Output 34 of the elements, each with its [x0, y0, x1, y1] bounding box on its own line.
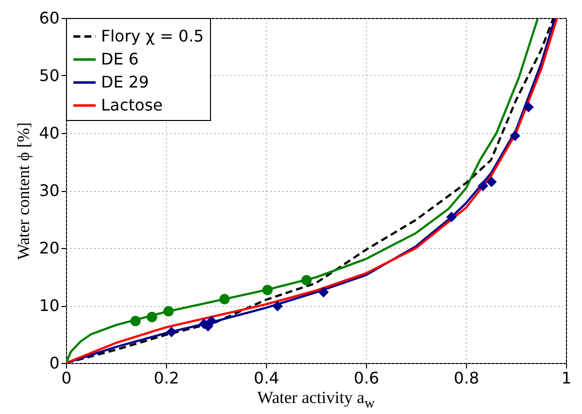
point: [206, 316, 217, 326]
y-tick-label: 0: [49, 354, 60, 372]
point: [272, 300, 283, 312]
x-tick-label: 0.6: [354, 368, 380, 388]
x-tick-label: 0.2: [154, 368, 180, 388]
point: [486, 176, 497, 188]
y-tick-label: 50: [39, 66, 60, 85]
y-tick-label: 20: [39, 238, 60, 258]
x-tick-label: 0.8: [454, 368, 480, 388]
y-axis-title: Water content ϕ [%]: [14, 122, 34, 260]
legend-label: DE 6: [101, 50, 139, 68]
y-tick-label: 10: [39, 296, 60, 315]
y-tick-label: 30: [39, 181, 60, 200]
legend-label: Flory χ = 0.5: [101, 26, 204, 46]
y-tick-label: 40: [39, 124, 60, 142]
point: [163, 306, 174, 316]
x-tick-label: 0.4: [254, 368, 280, 388]
point: [166, 326, 177, 338]
x-tick-label: 0: [61, 368, 72, 388]
point: [146, 312, 158, 322]
x-tick-label: 1: [561, 368, 572, 388]
point: [523, 102, 534, 112]
point: [478, 180, 488, 192]
point: [318, 287, 329, 298]
y-tick-label: 60: [39, 8, 60, 28]
point: [510, 130, 520, 142]
point: [219, 294, 230, 304]
point: [301, 274, 312, 286]
legend-label: Lactose: [101, 96, 163, 114]
legend-label: DE 29: [101, 72, 149, 92]
point: [262, 284, 273, 296]
point: [446, 212, 457, 222]
point: [130, 316, 141, 326]
x-axis-title: Water activity a$_{w}$: [256, 388, 376, 412]
